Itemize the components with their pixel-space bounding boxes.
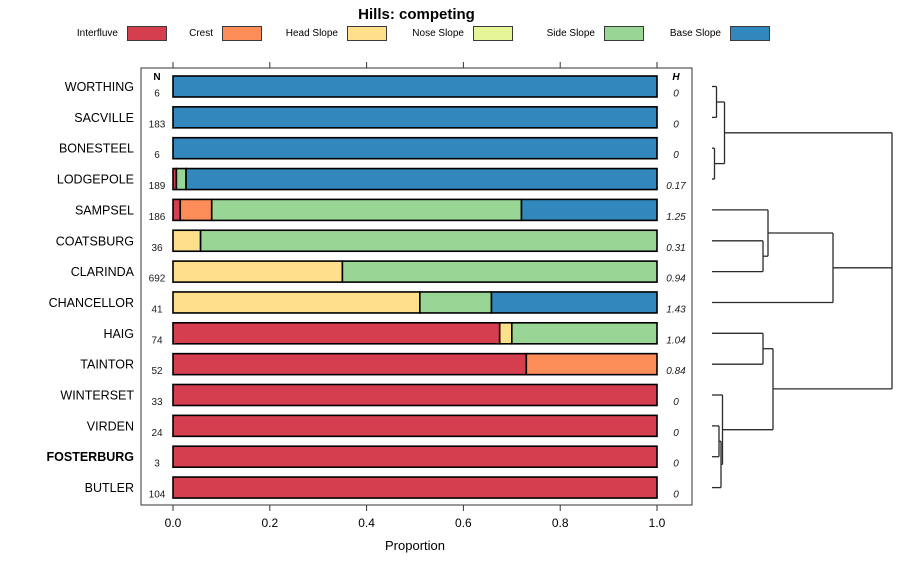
bar-segment-crest (525, 352, 658, 376)
h-column-header: H (672, 72, 680, 83)
row-label: BUTLER (85, 481, 134, 495)
row-label: TAINTOR (80, 358, 134, 372)
x-tick-label: 0.0 (165, 516, 182, 530)
h-value: 0 (673, 119, 679, 130)
n-value: 189 (149, 181, 166, 192)
n-value: 6 (154, 150, 160, 161)
bar-segment-interfluve (172, 352, 528, 376)
x-tick-label: 1.0 (649, 516, 666, 530)
n-value: 3 (154, 459, 160, 470)
n-value: 41 (151, 304, 163, 315)
h-value: 0.31 (666, 243, 685, 254)
legend-swatch-nose_slope (473, 26, 513, 41)
row-label: BONESTEEL (59, 142, 134, 156)
row-label: CHANCELLOR (49, 296, 134, 310)
legend-swatch-base_slope (730, 26, 770, 41)
bar-segment-interfluve (172, 198, 182, 222)
n-value: 183 (149, 119, 166, 130)
row-label: VIRDEN (87, 419, 134, 433)
bar-segment-interfluve (172, 445, 658, 469)
bar-segment-side_slope (510, 321, 658, 345)
row-label: SAMPSEL (75, 203, 134, 217)
legend-label-head_slope: Head Slope (285, 28, 338, 39)
row-label: CLARINDA (71, 265, 135, 279)
row-label: LODGEPOLE (57, 173, 134, 187)
bar-segment-side_slope (175, 167, 187, 191)
bar-segment-interfluve (172, 476, 658, 499)
h-value: 0.94 (666, 274, 686, 285)
h-value: 0 (673, 397, 679, 408)
row-label: WINTERSET (60, 389, 134, 403)
n-column-header: N (153, 72, 161, 83)
n-value: 74 (151, 335, 163, 346)
h-value: 0 (673, 89, 679, 100)
row-label: SACVILLE (74, 111, 134, 125)
n-value: 52 (151, 366, 163, 377)
h-value: 1.43 (666, 304, 686, 315)
row-label: FOSTERBURG (47, 450, 135, 464)
bar-segment-base_slope (172, 136, 658, 160)
n-value: 36 (151, 243, 163, 254)
h-value: 0.17 (666, 181, 686, 192)
h-value: 0.84 (666, 366, 686, 377)
bar-segment-interfluve (172, 414, 658, 438)
row-label: COATSBURG (56, 234, 134, 248)
legend-swatch-interfluve (127, 26, 167, 41)
x-tick-label: 0.6 (455, 516, 472, 530)
row-label: HAIG (103, 327, 134, 341)
bar-segment-interfluve (172, 383, 658, 407)
bar-segment-base_slope (520, 198, 658, 222)
bar-segment-side_slope (210, 198, 523, 222)
bar-segment-interfluve (172, 321, 501, 345)
bar-segment-base_slope (172, 75, 658, 98)
legend-swatch-side_slope (604, 26, 644, 41)
legend-label-crest: Crest (189, 28, 213, 39)
h-value: 0 (673, 428, 679, 439)
bar-segment-head_slope (172, 291, 421, 314)
bar-segment-crest (179, 198, 213, 222)
bar-segment-head_slope (172, 260, 344, 283)
legend-swatch-head_slope (347, 26, 387, 41)
bar-segment-head_slope (172, 229, 202, 253)
legend-label-side_slope: Side Slope (546, 28, 595, 39)
x-tick-label: 0.8 (552, 516, 569, 530)
row-label: WORTHING (65, 80, 134, 94)
legend-label-base_slope: Base Slope (669, 28, 721, 39)
n-value: 6 (154, 89, 160, 100)
bar-segment-side_slope (419, 291, 493, 314)
x-axis-title: Proportion (385, 538, 445, 553)
n-value: 692 (149, 274, 166, 285)
h-value: 1.25 (666, 212, 686, 223)
chart-title: Hills: competing (358, 6, 475, 23)
h-value: 0 (673, 490, 679, 501)
n-value: 24 (151, 428, 163, 439)
bar-segment-base_slope (172, 106, 658, 129)
h-value: 1.04 (666, 335, 686, 346)
n-value: 33 (151, 397, 163, 408)
x-tick-label: 0.2 (261, 516, 278, 530)
n-value: 186 (149, 212, 166, 223)
x-tick-label: 0.4 (358, 516, 375, 530)
bar-segment-head_slope (498, 321, 513, 345)
h-value: 0 (673, 150, 679, 161)
bar-segment-side_slope (199, 229, 658, 253)
legend-label-interfluve: Interfluve (76, 28, 118, 39)
h-value: 0 (673, 459, 679, 470)
n-value: 104 (149, 490, 166, 501)
bar-segment-base_slope (185, 167, 658, 191)
bar-segment-side_slope (341, 260, 658, 283)
legend-swatch-crest (222, 26, 262, 41)
bar-segment-base_slope (490, 291, 658, 314)
plot-box (140, 67, 693, 506)
legend-label-nose_slope: Nose Slope (412, 28, 464, 39)
